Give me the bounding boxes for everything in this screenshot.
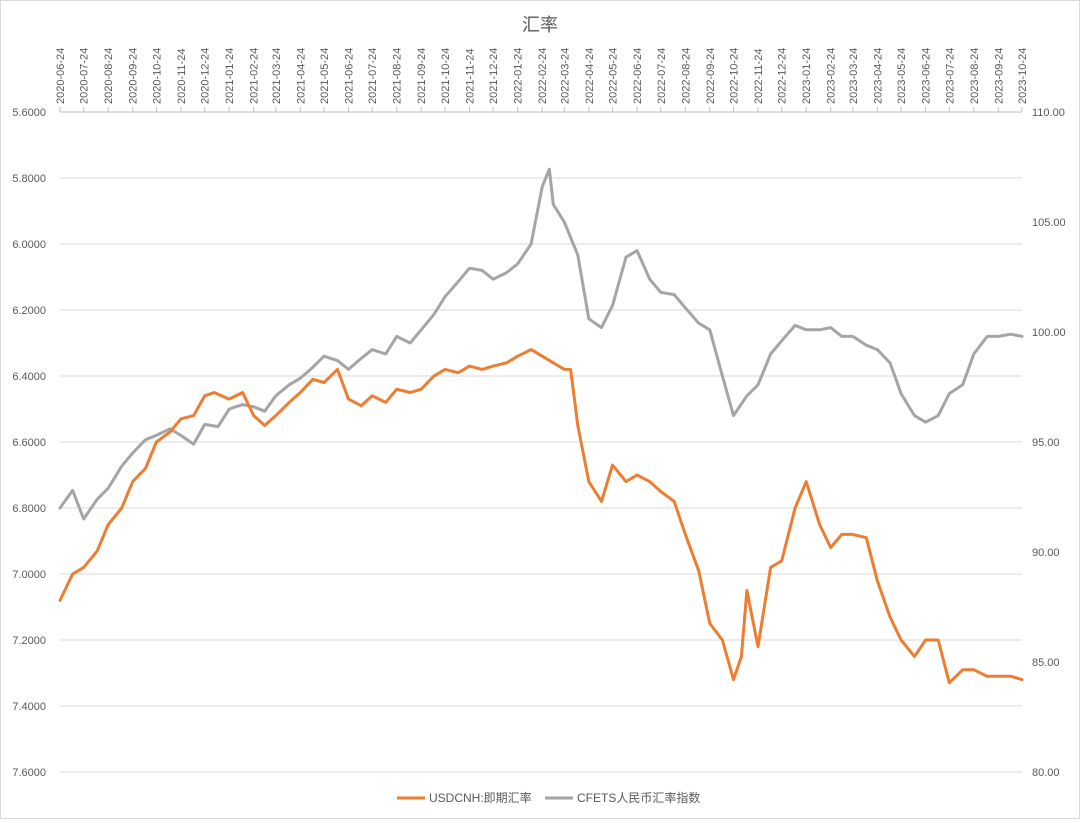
right-axis-tick-label: 100.00 <box>1032 327 1066 339</box>
x-axis-tick-label: 2023-10-24 <box>1017 48 1029 104</box>
right-axis-tick-label: 105.00 <box>1032 217 1066 229</box>
legend-item-usdcnh[interactable]: USDCNH:即期汇率 <box>397 790 532 805</box>
left-axis-tick-label: 5.8000 <box>12 173 46 185</box>
x-axis-tick-label: 2022-08-24 <box>680 48 692 104</box>
x-axis-tick-label: 2020-06-24 <box>55 48 67 104</box>
left-axis-tick-label: 7.0000 <box>12 569 46 581</box>
left-axis-tick-labels: 5.6000 5.8000 6.0000 6.2000 6.4000 6.6000 6.80… <box>12 107 46 779</box>
x-axis-tick-label: 2022-05-24 <box>608 48 620 104</box>
x-axis-tick-label: 2021-09-24 <box>416 48 428 104</box>
x-axis-tick-label: 2022-03-24 <box>559 48 571 104</box>
x-axis-tick-label: 2022-01-24 <box>513 48 525 104</box>
left-axis-tick-label: 5.6000 <box>12 107 46 119</box>
x-axis-tick-label: 2022-09-24 <box>705 48 717 104</box>
x-axis-tick-label: 2023-07-24 <box>944 48 956 104</box>
x-axis-tick-label: 2021-03-24 <box>271 48 283 104</box>
x-axis-tick-label: 2023-06-24 <box>921 48 933 104</box>
left-axis-tick-label: 6.0000 <box>12 239 46 251</box>
chart-title: 汇率 <box>522 15 558 35</box>
left-axis-tick-label: 6.2000 <box>12 305 46 317</box>
x-axis-tick-label: 2023-02-24 <box>826 48 838 104</box>
x-axis-tick-label: 2020-10-24 <box>151 48 163 104</box>
x-axis-tick-label: 2020-09-24 <box>128 48 140 104</box>
legend-item-cfets[interactable]: CFETS人民币汇率指数 <box>545 790 700 805</box>
x-axis-tick-label: 2023-01-24 <box>801 48 813 104</box>
x-axis-tick-label: 2022-07-24 <box>656 48 668 104</box>
x-axis-tick-label: 2022-02-24 <box>537 48 549 104</box>
x-axis-tick-label: 2023-08-24 <box>969 48 981 104</box>
x-axis-tick-label: 2022-11-24 <box>753 49 765 104</box>
x-axis-tick-label: 2022-04-24 <box>584 48 596 104</box>
x-axis-tick-label: 2020-11-24 <box>176 49 188 104</box>
cfets-index-line <box>58 167 1024 521</box>
x-axis-tick-label: 2022-06-24 <box>632 48 644 104</box>
left-axis-tick-label: 7.4000 <box>12 701 46 713</box>
x-axis-tick-label: 2021-01-24 <box>224 48 236 104</box>
left-axis-tick-label: 6.4000 <box>12 371 46 383</box>
x-axis-tick-label: 2022-12-24 <box>777 48 789 104</box>
legend-label-usdcnh: USDCNH:即期汇率 <box>429 790 532 805</box>
x-axis-tick-label: 2020-08-24 <box>103 48 115 104</box>
left-axis-tick-label: 7.2000 <box>12 635 46 647</box>
right-axis-tick-labels: 110.00 105.00 100.00 95.00 90.00 85.00 80.00 <box>1032 107 1066 779</box>
x-axis-tick-label: 2023-09-24 <box>993 48 1005 104</box>
x-axis-tick-labels: 2020-06-24 2020-07-24 2020-08-24 2020-09-24… <box>55 48 1029 112</box>
left-axis-tick-label: 6.8000 <box>12 503 46 515</box>
legend-label-cfets: CFETS人民币汇率指数 <box>577 790 700 805</box>
x-axis-tick-label: 2023-05-24 <box>896 48 908 104</box>
x-axis-tick-label: 2021-12-24 <box>488 48 500 104</box>
right-axis-tick-label: 85.00 <box>1032 657 1060 669</box>
x-axis-tick-label: 2021-11-24 <box>464 49 476 104</box>
x-axis-tick-label: 2021-05-24 <box>319 48 331 104</box>
x-axis-tick-label: 2021-07-24 <box>367 48 379 104</box>
right-axis-tick-label: 110.00 <box>1032 107 1065 119</box>
right-axis-tick-label: 95.00 <box>1032 437 1060 449</box>
legend: USDCNH:即期汇率 CFETS人民币汇率指数 <box>397 790 700 805</box>
left-axis-tick-label: 6.6000 <box>12 437 46 449</box>
x-axis-tick-label: 2021-04-24 <box>295 48 307 104</box>
gridlines <box>60 111 1022 773</box>
right-axis-tick-label: 80.00 <box>1032 767 1060 779</box>
x-axis-tick-label: 2020-07-24 <box>79 48 91 104</box>
x-axis-tick-label: 2020-12-24 <box>200 48 212 104</box>
series-lines <box>58 167 1024 685</box>
x-axis-tick-label: 2023-04-24 <box>872 48 884 104</box>
usdcnh-line <box>58 348 1024 685</box>
right-axis-tick-label: 90.00 <box>1032 547 1060 559</box>
x-axis-tick-label: 2022-10-24 <box>728 48 740 104</box>
x-axis-tick-label: 2021-10-24 <box>440 48 452 104</box>
left-axis-tick-label: 7.6000 <box>12 767 46 779</box>
x-axis-tick-label: 2021-08-24 <box>392 48 404 104</box>
x-axis-tick-label: 2023-03-24 <box>848 48 860 104</box>
x-axis-tick-label: 2021-06-24 <box>344 48 356 104</box>
x-axis-tick-label: 2021-02-24 <box>249 48 261 104</box>
